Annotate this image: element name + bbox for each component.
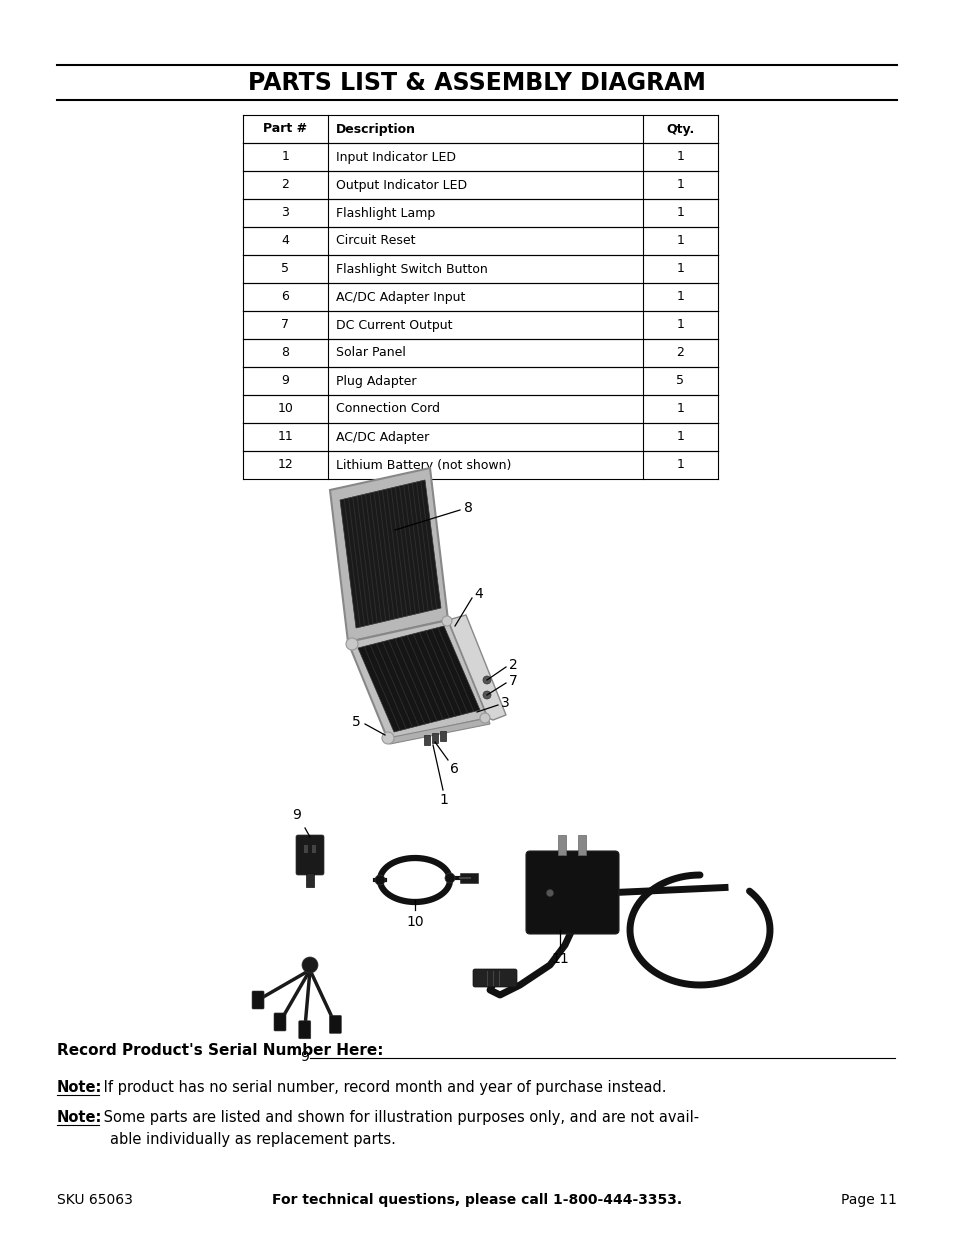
- Text: Flashlight Lamp: Flashlight Lamp: [335, 206, 435, 220]
- Text: Record Product's Serial Number Here:: Record Product's Serial Number Here:: [57, 1044, 383, 1058]
- Bar: [459, 873, 477, 883]
- Text: 8: 8: [463, 501, 473, 515]
- Text: 10: 10: [277, 403, 294, 415]
- Bar: [558, 835, 565, 855]
- Text: 1: 1: [676, 431, 683, 443]
- Text: DC Current Output: DC Current Output: [335, 319, 452, 331]
- Text: For technical questions, please call 1-800-444-3353.: For technical questions, please call 1-8…: [272, 1193, 681, 1207]
- Text: 1: 1: [676, 206, 683, 220]
- Text: SKU 65063: SKU 65063: [57, 1193, 132, 1207]
- Circle shape: [302, 957, 317, 973]
- Text: 4: 4: [281, 235, 289, 247]
- Bar: [432, 734, 437, 743]
- FancyBboxPatch shape: [525, 851, 618, 934]
- Bar: [439, 731, 446, 741]
- Circle shape: [375, 876, 385, 885]
- Text: Page 11: Page 11: [841, 1193, 896, 1207]
- Text: 1: 1: [676, 290, 683, 304]
- Text: Solar Panel: Solar Panel: [335, 347, 405, 359]
- Text: 1: 1: [439, 793, 448, 806]
- FancyBboxPatch shape: [298, 1021, 311, 1039]
- Polygon shape: [339, 480, 440, 629]
- Text: 3: 3: [500, 697, 509, 710]
- Bar: [306, 873, 314, 887]
- Text: 12: 12: [277, 458, 294, 472]
- Bar: [423, 735, 430, 745]
- Text: 5: 5: [281, 263, 289, 275]
- Text: 1: 1: [676, 235, 683, 247]
- Polygon shape: [388, 718, 490, 743]
- FancyBboxPatch shape: [252, 990, 264, 1009]
- Text: 2: 2: [281, 179, 289, 191]
- Text: 1: 1: [676, 319, 683, 331]
- Text: Note:: Note:: [57, 1079, 102, 1095]
- Text: 7: 7: [509, 674, 517, 688]
- Text: 10: 10: [406, 915, 423, 929]
- Text: 4: 4: [474, 587, 482, 601]
- Text: 9: 9: [292, 808, 301, 823]
- Text: 1: 1: [676, 263, 683, 275]
- Text: Lithium Battery (not shown): Lithium Battery (not shown): [335, 458, 511, 472]
- Bar: [304, 845, 308, 853]
- Text: 1: 1: [281, 151, 289, 163]
- Text: Some parts are listed and shown for illustration purposes only, and are not avai: Some parts are listed and shown for illu…: [99, 1110, 699, 1125]
- Text: Note:: Note:: [57, 1110, 102, 1125]
- Text: AC/DC Adapter: AC/DC Adapter: [335, 431, 429, 443]
- Circle shape: [479, 713, 490, 722]
- FancyBboxPatch shape: [473, 969, 517, 987]
- Text: AC/DC Adapter Input: AC/DC Adapter Input: [335, 290, 465, 304]
- Polygon shape: [448, 615, 505, 720]
- Circle shape: [482, 692, 491, 699]
- Text: able individually as replacement parts.: able individually as replacement parts.: [110, 1132, 395, 1147]
- Text: 11: 11: [551, 952, 568, 966]
- Text: Flashlight Switch Button: Flashlight Switch Button: [335, 263, 487, 275]
- Polygon shape: [330, 468, 448, 642]
- Text: 6: 6: [450, 762, 458, 776]
- Circle shape: [546, 889, 553, 897]
- Circle shape: [441, 616, 452, 626]
- Text: 3: 3: [281, 206, 289, 220]
- Text: PARTS LIST & ASSEMBLY DIAGRAM: PARTS LIST & ASSEMBLY DIAGRAM: [248, 70, 705, 95]
- Text: Connection Cord: Connection Cord: [335, 403, 439, 415]
- Text: 7: 7: [281, 319, 289, 331]
- Text: 9: 9: [300, 1050, 309, 1065]
- Text: 8: 8: [281, 347, 289, 359]
- Text: 2: 2: [676, 347, 683, 359]
- Text: 9: 9: [281, 374, 289, 388]
- FancyBboxPatch shape: [274, 1013, 286, 1031]
- Circle shape: [482, 676, 491, 684]
- Text: If product has no serial number, record month and year of purchase instead.: If product has no serial number, record …: [99, 1079, 666, 1095]
- Text: 1: 1: [676, 458, 683, 472]
- Text: Circuit Reset: Circuit Reset: [335, 235, 416, 247]
- Text: Output Indicator LED: Output Indicator LED: [335, 179, 467, 191]
- Text: Part #: Part #: [263, 122, 307, 136]
- Circle shape: [346, 638, 357, 650]
- Text: 1: 1: [676, 151, 683, 163]
- Text: 1: 1: [676, 403, 683, 415]
- Text: 5: 5: [352, 715, 360, 729]
- Bar: [578, 835, 585, 855]
- Text: Description: Description: [335, 122, 416, 136]
- Bar: [312, 845, 315, 853]
- FancyBboxPatch shape: [295, 835, 324, 876]
- Polygon shape: [348, 620, 488, 740]
- Text: 5: 5: [676, 374, 684, 388]
- Text: Qty.: Qty.: [666, 122, 694, 136]
- Text: 2: 2: [509, 658, 517, 672]
- Polygon shape: [357, 626, 479, 732]
- Text: Plug Adapter: Plug Adapter: [335, 374, 416, 388]
- FancyBboxPatch shape: [329, 1015, 341, 1034]
- Circle shape: [381, 732, 394, 743]
- Text: 11: 11: [277, 431, 294, 443]
- Circle shape: [444, 873, 455, 883]
- Text: 1: 1: [676, 179, 683, 191]
- Text: Input Indicator LED: Input Indicator LED: [335, 151, 456, 163]
- Text: 6: 6: [281, 290, 289, 304]
